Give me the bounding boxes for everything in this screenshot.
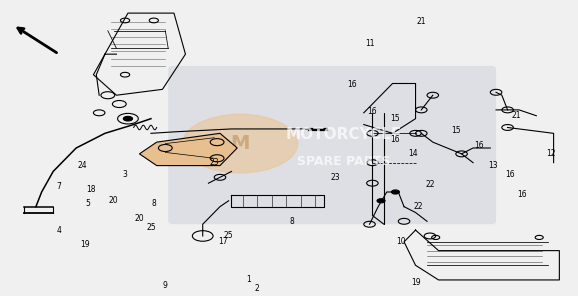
- Text: 11: 11: [365, 39, 375, 49]
- Text: 9: 9: [163, 281, 168, 290]
- Text: 19: 19: [411, 278, 420, 287]
- Text: 23: 23: [209, 158, 219, 167]
- Text: 21: 21: [417, 17, 426, 26]
- Text: 25: 25: [146, 223, 155, 232]
- Text: 19: 19: [80, 240, 90, 249]
- Polygon shape: [139, 133, 237, 165]
- Text: 5: 5: [85, 199, 90, 208]
- Circle shape: [391, 190, 399, 194]
- Text: 16: 16: [474, 141, 484, 149]
- Text: 21: 21: [512, 111, 521, 120]
- Text: 23: 23: [330, 173, 340, 182]
- Text: 24: 24: [77, 161, 87, 170]
- Text: 16: 16: [517, 190, 527, 200]
- Text: 15: 15: [391, 114, 400, 123]
- Text: 12: 12: [546, 149, 555, 158]
- Text: 10: 10: [397, 237, 406, 246]
- Text: 20: 20: [109, 196, 118, 205]
- Text: 13: 13: [488, 161, 498, 170]
- Text: SPARE PARTS: SPARE PARTS: [297, 155, 390, 168]
- Circle shape: [377, 199, 385, 203]
- Text: 4: 4: [57, 226, 61, 235]
- Text: 2: 2: [255, 284, 260, 293]
- Text: 16: 16: [368, 107, 377, 116]
- Text: 22: 22: [425, 180, 435, 189]
- Text: 16: 16: [391, 135, 400, 144]
- Text: 15: 15: [451, 126, 461, 135]
- Text: 16: 16: [506, 170, 515, 179]
- FancyBboxPatch shape: [168, 66, 496, 224]
- Text: M: M: [231, 134, 250, 153]
- Text: 7: 7: [57, 182, 61, 191]
- Circle shape: [183, 114, 298, 173]
- Text: 14: 14: [408, 149, 417, 158]
- Text: 8: 8: [290, 217, 294, 226]
- Text: 20: 20: [135, 214, 144, 223]
- Text: 18: 18: [86, 184, 95, 194]
- Text: 22: 22: [414, 202, 423, 211]
- Text: 8: 8: [151, 199, 156, 208]
- Text: 1: 1: [246, 276, 251, 284]
- Text: 17: 17: [218, 237, 228, 246]
- Text: 16: 16: [347, 81, 357, 89]
- Circle shape: [123, 116, 132, 121]
- Text: 25: 25: [224, 231, 234, 240]
- Text: 3: 3: [123, 170, 128, 179]
- Text: MOTORCYCLE: MOTORCYCLE: [286, 127, 402, 142]
